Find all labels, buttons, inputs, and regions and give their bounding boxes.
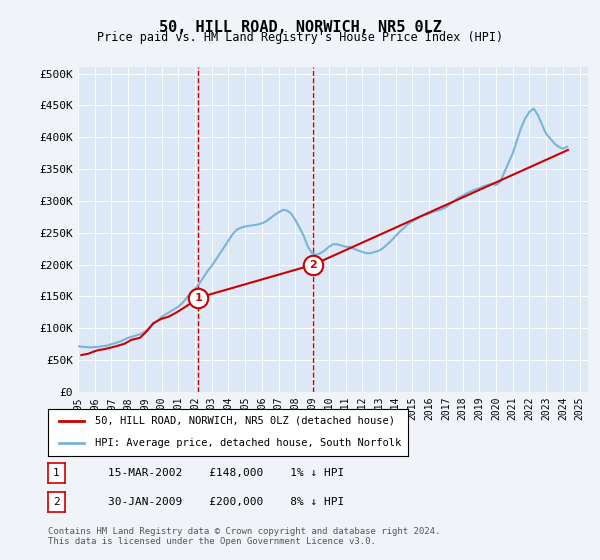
Text: 2: 2	[53, 497, 60, 507]
Text: 50, HILL ROAD, NORWICH, NR5 0LZ (detached house): 50, HILL ROAD, NORWICH, NR5 0LZ (detache…	[95, 416, 395, 426]
Text: HPI: Average price, detached house, South Norfolk: HPI: Average price, detached house, Sout…	[95, 438, 401, 448]
Text: 1: 1	[194, 293, 202, 303]
Text: 50, HILL ROAD, NORWICH, NR5 0LZ: 50, HILL ROAD, NORWICH, NR5 0LZ	[158, 20, 442, 35]
Text: Contains HM Land Registry data © Crown copyright and database right 2024.
This d: Contains HM Land Registry data © Crown c…	[48, 526, 440, 546]
Text: 15-MAR-2002    £148,000    1% ↓ HPI: 15-MAR-2002 £148,000 1% ↓ HPI	[81, 468, 344, 478]
Text: Price paid vs. HM Land Registry's House Price Index (HPI): Price paid vs. HM Land Registry's House …	[97, 31, 503, 44]
Text: 30-JAN-2009    £200,000    8% ↓ HPI: 30-JAN-2009 £200,000 8% ↓ HPI	[81, 497, 344, 507]
Text: 1: 1	[53, 468, 60, 478]
Text: 2: 2	[310, 260, 317, 269]
